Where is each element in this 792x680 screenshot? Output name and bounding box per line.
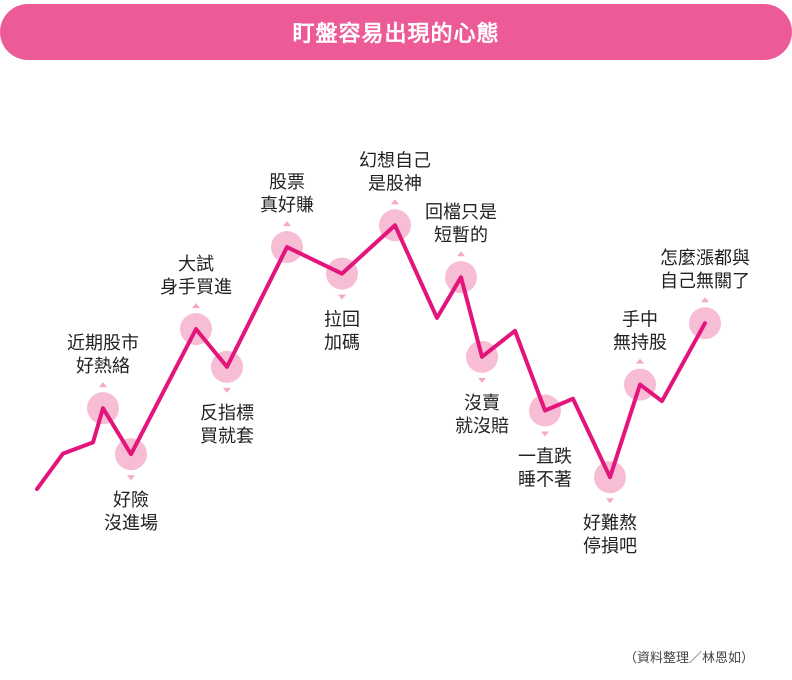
annotation-label: 怎麼漲都與 bbox=[660, 248, 750, 269]
annotation-label: 短暫的 bbox=[434, 225, 488, 246]
annotation-label: 好難熬 bbox=[583, 513, 637, 534]
annotation-label: 是股神 bbox=[368, 173, 422, 194]
arrow-down-icon bbox=[478, 377, 486, 383]
annotation-label: 加碼 bbox=[324, 333, 360, 354]
annotation-label: 拉回 bbox=[324, 310, 360, 331]
arrow-up-icon bbox=[391, 199, 399, 205]
arrow-down-icon bbox=[127, 475, 135, 481]
arrow-up-icon bbox=[283, 221, 291, 227]
annotation-label: 一直跌 bbox=[518, 447, 572, 468]
annotation-label: 自己無關了 bbox=[660, 271, 750, 292]
arrow-down-icon bbox=[223, 387, 231, 393]
annotation-label: 股票 bbox=[269, 172, 305, 193]
arrow-down-icon bbox=[541, 431, 549, 437]
annotation-label: 大試 bbox=[178, 254, 214, 275]
chart-title: 盯盤容易出現的心態 bbox=[292, 22, 500, 47]
arrow-up-icon bbox=[701, 297, 709, 303]
title-banner: 盯盤容易出現的心態 bbox=[0, 4, 792, 60]
annotation-label: 停損吧 bbox=[583, 536, 637, 557]
source-note: （資料整理／林恩如） bbox=[623, 651, 754, 666]
annotation-label: 無持股 bbox=[613, 333, 667, 354]
annotation-label: 沒進場 bbox=[104, 513, 158, 534]
annotation-label: 沒賣 bbox=[464, 393, 500, 414]
annotation-label: 睡不著 bbox=[518, 470, 572, 491]
annotation-label: 回檔只是 bbox=[425, 202, 497, 223]
annotation-label: 就沒賠 bbox=[455, 416, 509, 437]
annotation-label: 好熱絡 bbox=[76, 356, 130, 377]
sentiment-line bbox=[35, 223, 707, 491]
annotation-label: 反指標 bbox=[200, 403, 254, 424]
arrow-up-icon bbox=[636, 358, 644, 364]
annotation-label: 近期股市 bbox=[67, 333, 139, 354]
annotation-label: 好險 bbox=[113, 490, 149, 511]
arrow-up-icon bbox=[457, 251, 465, 257]
annotation-label: 買就套 bbox=[200, 426, 254, 447]
annotation-label: 身手買進 bbox=[160, 277, 232, 298]
annotation-label: 手中 bbox=[622, 310, 658, 331]
annotation-label: 真好賺 bbox=[260, 195, 314, 216]
arrow-up-icon bbox=[99, 382, 107, 388]
arrow-down-icon bbox=[338, 294, 346, 300]
arrow-down-icon bbox=[606, 498, 614, 504]
annotation-label: 幻想自己 bbox=[359, 150, 431, 171]
arrow-up-icon bbox=[192, 303, 200, 309]
